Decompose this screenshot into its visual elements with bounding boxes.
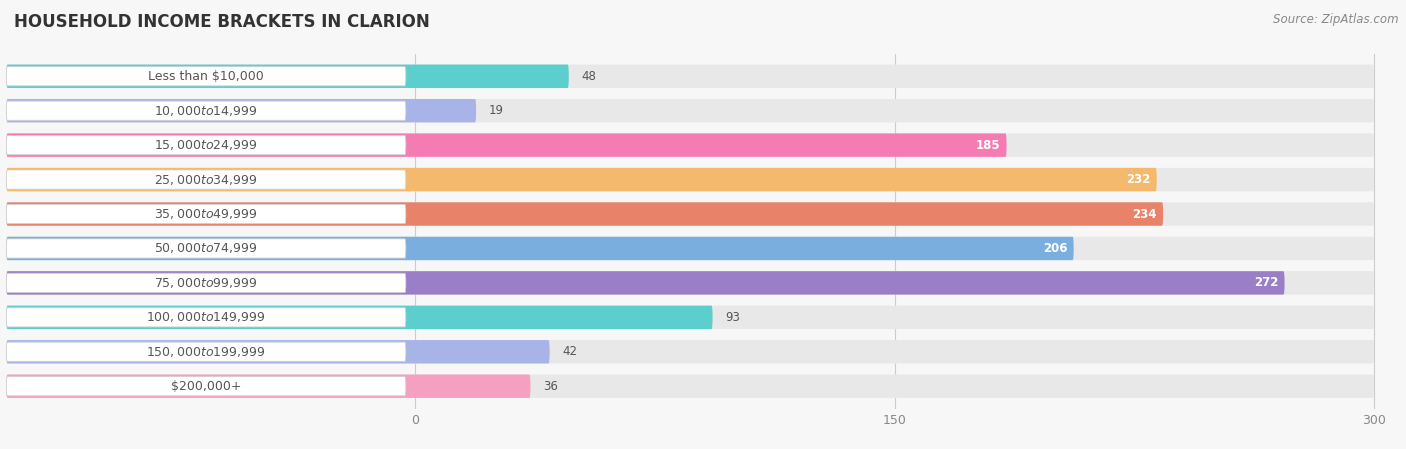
FancyBboxPatch shape bbox=[7, 271, 1374, 295]
FancyBboxPatch shape bbox=[7, 204, 406, 224]
FancyBboxPatch shape bbox=[7, 101, 406, 120]
FancyBboxPatch shape bbox=[7, 237, 1374, 260]
FancyBboxPatch shape bbox=[7, 99, 477, 123]
Text: $50,000 to $74,999: $50,000 to $74,999 bbox=[155, 242, 257, 255]
FancyBboxPatch shape bbox=[7, 66, 406, 86]
Text: 42: 42 bbox=[562, 345, 578, 358]
Text: 93: 93 bbox=[725, 311, 740, 324]
FancyBboxPatch shape bbox=[7, 239, 406, 258]
FancyBboxPatch shape bbox=[7, 202, 1374, 226]
FancyBboxPatch shape bbox=[7, 374, 530, 398]
Text: 234: 234 bbox=[1132, 207, 1157, 220]
Text: 19: 19 bbox=[489, 104, 503, 117]
FancyBboxPatch shape bbox=[7, 168, 1374, 191]
Text: $35,000 to $49,999: $35,000 to $49,999 bbox=[155, 207, 257, 221]
Text: 206: 206 bbox=[1043, 242, 1067, 255]
FancyBboxPatch shape bbox=[7, 271, 1285, 295]
Text: $10,000 to $14,999: $10,000 to $14,999 bbox=[155, 104, 257, 118]
Text: $15,000 to $24,999: $15,000 to $24,999 bbox=[155, 138, 257, 152]
Text: Source: ZipAtlas.com: Source: ZipAtlas.com bbox=[1274, 13, 1399, 26]
Text: 48: 48 bbox=[582, 70, 596, 83]
Text: $25,000 to $34,999: $25,000 to $34,999 bbox=[155, 172, 257, 187]
FancyBboxPatch shape bbox=[7, 170, 406, 189]
Text: 185: 185 bbox=[976, 139, 1000, 152]
FancyBboxPatch shape bbox=[7, 133, 1374, 157]
FancyBboxPatch shape bbox=[7, 340, 550, 364]
FancyBboxPatch shape bbox=[7, 308, 406, 327]
FancyBboxPatch shape bbox=[7, 237, 1074, 260]
Text: Less than $10,000: Less than $10,000 bbox=[148, 70, 264, 83]
FancyBboxPatch shape bbox=[7, 273, 406, 292]
FancyBboxPatch shape bbox=[7, 340, 1374, 364]
FancyBboxPatch shape bbox=[7, 133, 1007, 157]
FancyBboxPatch shape bbox=[7, 136, 406, 155]
FancyBboxPatch shape bbox=[7, 342, 406, 361]
FancyBboxPatch shape bbox=[7, 202, 1163, 226]
FancyBboxPatch shape bbox=[7, 99, 1374, 123]
Text: 36: 36 bbox=[543, 380, 558, 393]
Text: $200,000+: $200,000+ bbox=[172, 380, 242, 393]
FancyBboxPatch shape bbox=[7, 168, 1157, 191]
Text: $100,000 to $149,999: $100,000 to $149,999 bbox=[146, 310, 266, 324]
FancyBboxPatch shape bbox=[7, 65, 1374, 88]
Text: $150,000 to $199,999: $150,000 to $199,999 bbox=[146, 345, 266, 359]
FancyBboxPatch shape bbox=[7, 306, 1374, 329]
FancyBboxPatch shape bbox=[7, 65, 569, 88]
Text: 272: 272 bbox=[1254, 277, 1278, 290]
Text: $75,000 to $99,999: $75,000 to $99,999 bbox=[155, 276, 257, 290]
Text: 232: 232 bbox=[1126, 173, 1150, 186]
Text: HOUSEHOLD INCOME BRACKETS IN CLARION: HOUSEHOLD INCOME BRACKETS IN CLARION bbox=[14, 13, 430, 31]
FancyBboxPatch shape bbox=[7, 377, 406, 396]
FancyBboxPatch shape bbox=[7, 306, 713, 329]
FancyBboxPatch shape bbox=[7, 374, 1374, 398]
